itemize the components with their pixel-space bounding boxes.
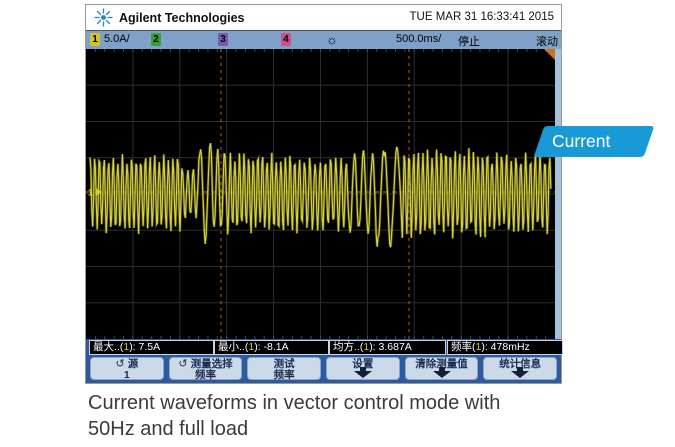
softkey-statistics[interactable]: 统计信息	[483, 357, 558, 380]
down-arrow-icon	[353, 367, 372, 378]
softkey-measure-select[interactable]: ↺ 测量选择 频率	[168, 357, 243, 381]
acquisition-mode: 滚动	[536, 36, 558, 48]
knob-icon: ↺	[178, 358, 188, 370]
channel-3-badge[interactable]: 3	[218, 33, 228, 46]
measurement-frequency: 频率(1): 478mHz	[447, 340, 563, 355]
measurement-readout-bar: 最大..(1): 7.5A 最小..(1): -8.1A 均方..(1): 3.…	[86, 339, 563, 355]
caption-line-1: Current waveforms in vector control mode…	[88, 392, 501, 414]
channel-4-badge[interactable]: 4	[281, 33, 291, 46]
knob-icon: ↺	[115, 358, 125, 370]
figure-caption: Current waveforms in vector control mode…	[88, 391, 588, 442]
down-arrow-icon	[432, 367, 451, 378]
caption-line-2: 50Hz and full load	[88, 417, 249, 440]
down-arrow-icon	[511, 367, 530, 378]
waveform-display-area: 1	[86, 49, 561, 339]
current-annotation-label: Current	[552, 131, 611, 151]
channel-1-ground-marker: 1	[88, 188, 93, 198]
softkey-settings[interactable]: 设置	[326, 357, 400, 380]
timebase-scale: 500.0ms/	[396, 33, 442, 45]
oscilloscope-screenshot: Agilent Technologies TUE MAR 31 16:33:41…	[85, 4, 563, 384]
channel-1-badge[interactable]: 1	[90, 33, 100, 46]
waveform-plot: 1	[86, 49, 555, 339]
softkey-source[interactable]: ↺ 源 1	[90, 357, 164, 381]
run-state: 停止	[458, 36, 480, 48]
brightness-icon[interactable]: ☼	[326, 32, 338, 47]
channel-1-scale: 5.0A/	[104, 33, 130, 45]
settings-bar: 1 5.0A/ 2 3 4 ☼ 500.0ms/ 停止 滚动	[86, 31, 561, 49]
softkey-clear-measurements[interactable]: 清除测量值	[404, 357, 479, 380]
softkey-menu-bar: ↺ 源 1 ↺ 测量选择 频率 测试 频率 设置 清除测量值 统计信息	[86, 355, 561, 383]
brand: Agilent Technologies	[94, 8, 244, 27]
current-annotation-flag: Current	[533, 126, 655, 157]
softkey-test[interactable]: 测试 频率	[247, 357, 322, 381]
scope-top-bar: Agilent Technologies TUE MAR 31 16:33:41…	[86, 5, 561, 31]
measurement-max: 最大..(1): 7.5A	[89, 340, 214, 355]
measurement-rms: 均方..(1): 3.687A	[329, 340, 446, 355]
display-right-strip	[555, 49, 561, 339]
agilent-spark-icon	[94, 8, 113, 27]
datetime: TUE MAR 31 16:33:41 2015	[409, 11, 554, 23]
measurement-min: 最小..(1): -8.1A	[214, 340, 329, 355]
channel-2-badge[interactable]: 2	[151, 33, 161, 46]
brand-name: Agilent Technologies	[119, 10, 245, 25]
